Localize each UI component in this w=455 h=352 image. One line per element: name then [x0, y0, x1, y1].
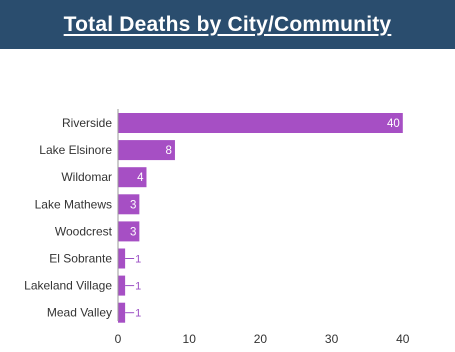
- labels-layer: Riverside 40 Lake Elsinore 8 Wildomar 4 Lake M…: [24, 116, 400, 320]
- category-label: El Sobrante: [49, 252, 112, 266]
- data-label: 4: [137, 172, 144, 184]
- bar-chart: Riverside 40 Lake Elsinore 8 Wildomar 4 Lake M…: [24, 109, 410, 346]
- bar: [118, 194, 140, 215]
- data-label: 1: [135, 308, 141, 320]
- category-label: Lake Mathews: [35, 197, 112, 211]
- x-tick-label: 20: [254, 332, 268, 346]
- chart-header: Total Deaths by City/Community: [0, 0, 455, 49]
- category-label: Wildomar: [61, 170, 112, 184]
- bar: [118, 302, 126, 323]
- x-tick-label: 10: [183, 332, 197, 346]
- data-label: 3: [130, 226, 136, 238]
- x-tick-label: 30: [325, 332, 339, 346]
- x-tick-label: 40: [396, 332, 410, 346]
- bar: [118, 167, 147, 188]
- bars-layer: [118, 113, 403, 323]
- category-label: Woodcrest: [55, 224, 113, 238]
- data-label: 40: [387, 118, 400, 130]
- data-label: 3: [130, 199, 136, 211]
- data-label: 1: [135, 281, 141, 293]
- data-label: 1: [135, 254, 141, 266]
- chart-title: Total Deaths by City/Community: [63, 12, 392, 36]
- bar: [118, 140, 175, 161]
- data-label: 8: [166, 145, 172, 157]
- category-label: Mead Valley: [47, 306, 112, 320]
- x-tick-label: 0: [115, 332, 122, 346]
- bar: [118, 248, 126, 269]
- chart-area: Riverside 40 Lake Elsinore 8 Wildomar 4 Lake M…: [0, 49, 455, 352]
- category-label: Lake Elsinore: [39, 143, 112, 157]
- bar: [118, 221, 140, 242]
- category-label: Riverside: [62, 116, 112, 130]
- axis-layer: 0 10 20 30 40: [115, 109, 410, 346]
- bar: [118, 275, 126, 296]
- bar: [118, 113, 403, 133]
- category-label: Lakeland Village: [24, 279, 112, 293]
